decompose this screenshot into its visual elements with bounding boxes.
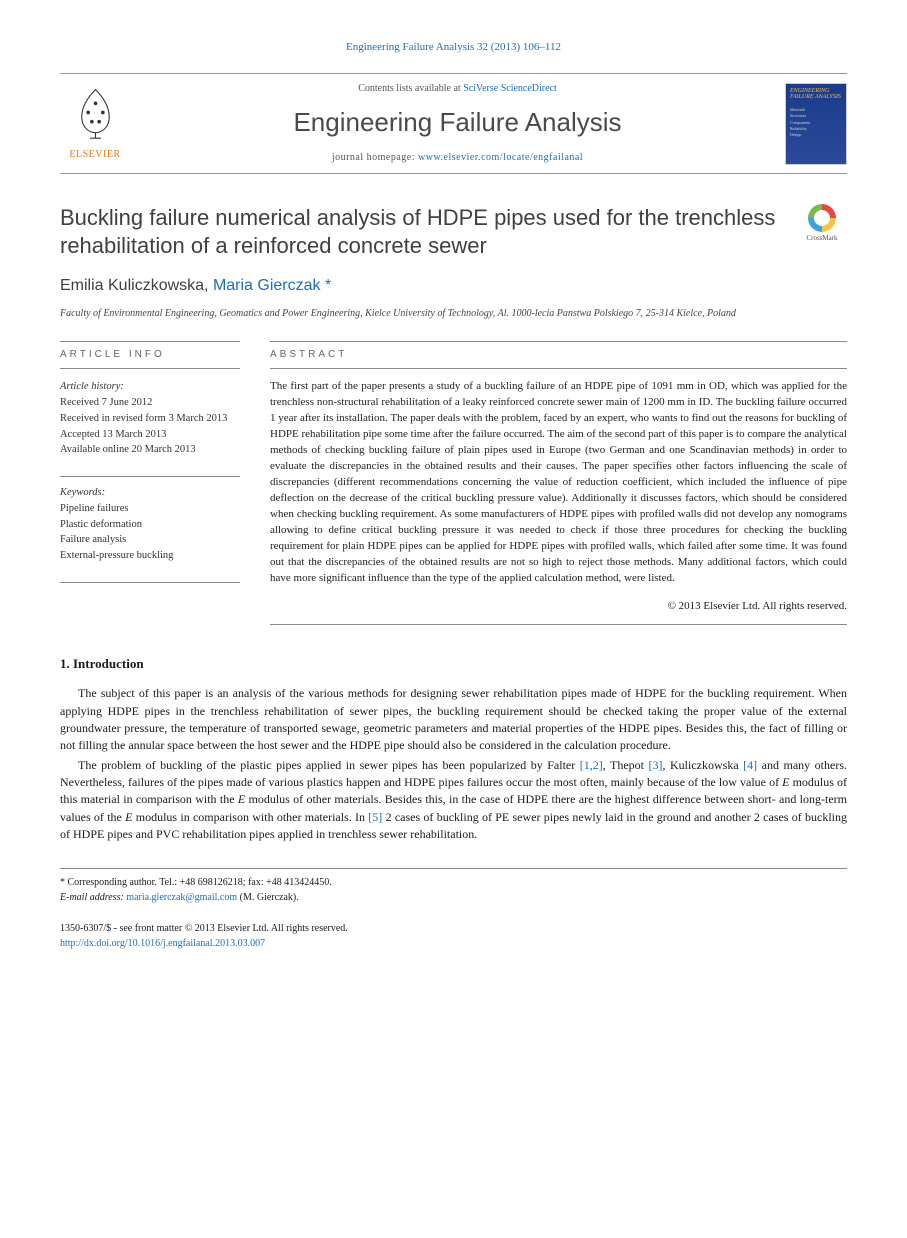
abstract-copyright: © 2013 Elsevier Ltd. All rights reserved… — [270, 599, 847, 614]
intro-para-1: The subject of this paper is an analysis… — [60, 685, 847, 755]
contents-prefix: Contents lists available at — [358, 83, 463, 94]
ref-link[interactable]: [5] — [368, 810, 382, 824]
corresponding-author-note: * Corresponding author. Tel.: +48 698126… — [60, 875, 847, 890]
intro-para-2: The problem of buckling of the plastic p… — [60, 757, 847, 844]
crossmark-icon — [808, 204, 836, 232]
journal-name: Engineering Failure Analysis — [150, 104, 765, 140]
issn-line: 1350-6307/$ - see front matter © 2013 El… — [60, 921, 847, 936]
crossmark-label: CrossMark — [797, 234, 847, 244]
history-line: Available online 20 March 2013 — [60, 442, 240, 458]
keyword: Plastic deformation — [60, 517, 240, 533]
keyword: Failure analysis — [60, 532, 240, 548]
paper-title: Buckling failure numerical analysis of H… — [60, 204, 777, 261]
homepage-link[interactable]: www.elsevier.com/locate/engfailanal — [418, 152, 583, 163]
divider — [60, 476, 240, 477]
modulus-symbol: E — [782, 775, 789, 789]
top-citation: Engineering Failure Analysis 32 (2013) 1… — [60, 40, 847, 55]
abstract-head: ABSTRACT — [270, 341, 847, 369]
history-line: Accepted 13 March 2013 — [60, 427, 240, 443]
history-line: Received 7 June 2012 — [60, 395, 240, 411]
article-history: Article history: Received 7 June 2012 Re… — [60, 379, 240, 458]
bottom-block: 1350-6307/$ - see front matter © 2013 El… — [60, 921, 847, 951]
homepage-prefix: journal homepage: — [332, 152, 418, 163]
keyword: Pipeline failures — [60, 501, 240, 517]
homepage-line: journal homepage: www.elsevier.com/locat… — [150, 151, 765, 165]
cover-sub-4: Design — [790, 132, 842, 138]
para2-text: , Kuliczkowska — [663, 758, 744, 772]
keyword: External-pressure buckling — [60, 548, 240, 564]
elsevier-label: ELSEVIER — [60, 148, 130, 162]
cover-title: ENGINEERING FAILURE ANALYSIS — [790, 88, 842, 101]
doi-link[interactable]: http://dx.doi.org/10.1016/j.engfailanal.… — [60, 938, 265, 949]
divider — [270, 624, 847, 625]
ref-link[interactable]: [1,2] — [580, 758, 603, 772]
citation-link[interactable]: Engineering Failure Analysis 32 (2013) 1… — [346, 41, 561, 53]
introduction-head: 1. Introduction — [60, 655, 847, 673]
history-line: Received in revised form 3 March 2013 — [60, 411, 240, 427]
sciencedirect-link[interactable]: SciVerse ScienceDirect — [463, 83, 557, 94]
email-line: E-mail address: maria.gierczak@gmail.com… — [60, 890, 847, 905]
ref-link[interactable]: [3] — [649, 758, 663, 772]
journal-header: ELSEVIER Contents lists available at Sci… — [60, 73, 847, 173]
keywords-head: Keywords: — [60, 485, 240, 501]
authors-line: Emilia Kuliczkowska, Maria Gierczak * — [60, 275, 847, 297]
contents-line: Contents lists available at SciVerse Sci… — [150, 82, 765, 96]
elsevier-logo[interactable]: ELSEVIER — [60, 85, 130, 161]
ref-link[interactable]: [4] — [743, 758, 757, 772]
author-link[interactable]: Maria Gierczak — [213, 277, 321, 294]
email-suffix: (M. Gierczak). — [237, 892, 299, 903]
para2-text: , Thepot — [603, 758, 649, 772]
keywords-block: Keywords: Pipeline failures Plastic defo… — [60, 485, 240, 564]
abstract-text: The first part of the paper presents a s… — [270, 379, 847, 586]
affiliation: Faculty of Environmental Engineering, Ge… — [60, 307, 847, 321]
header-center: Contents lists available at SciVerse Sci… — [130, 82, 785, 164]
corresponding-star-icon: * — [321, 277, 332, 294]
email-link[interactable]: maria.gierczak@gmail.com — [126, 892, 237, 903]
para2-text: The problem of buckling of the plastic p… — [78, 758, 580, 772]
crossmark-widget[interactable]: CrossMark — [797, 204, 847, 244]
divider — [60, 582, 240, 583]
footnotes: * Corresponding author. Tel.: +48 698126… — [60, 868, 847, 905]
journal-cover[interactable]: ENGINEERING FAILURE ANALYSIS Materials S… — [785, 83, 847, 165]
para2-text: modulus in comparison with other materia… — [132, 810, 368, 824]
history-head: Article history: — [60, 379, 240, 395]
author-plain: Emilia Kuliczkowska, — [60, 277, 213, 294]
elsevier-tree-icon — [68, 85, 123, 140]
article-info-head: ARTICLE INFO — [60, 341, 240, 369]
email-label: E-mail address: — [60, 892, 126, 903]
